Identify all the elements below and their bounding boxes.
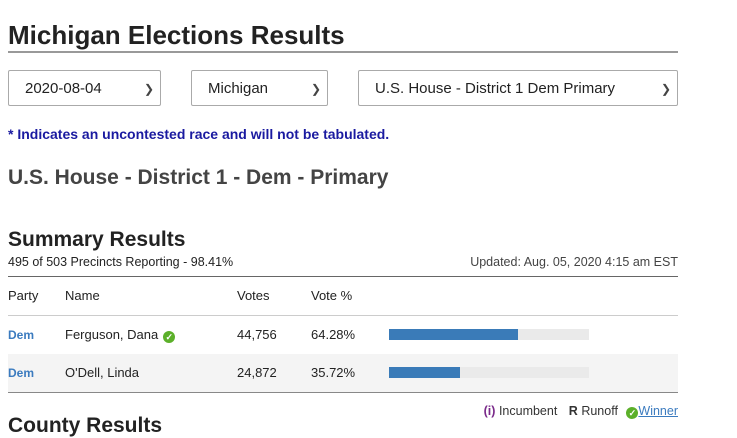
race-select-value: U.S. House - District 1 Dem Primary <box>375 80 616 97</box>
winner-check-icon: ✓ <box>163 331 176 343</box>
incumbent-label: Incumbent <box>498 404 558 418</box>
header-party: Party <box>8 288 39 303</box>
candidate-vote-pct: 64.28% <box>311 327 356 342</box>
header-votes: Votes <box>237 288 270 303</box>
header-name: Name <box>65 288 100 303</box>
summary-heading: Summary Results <box>8 228 186 251</box>
vote-share-bar <box>389 329 589 340</box>
updated-timestamp: Updated: Aug. 05, 2020 4:15 am EST <box>470 255 678 269</box>
table-row: Dem Ferguson, Dana ✓ 44,756 64.28% <box>8 316 678 354</box>
county-results-heading: County Results <box>8 414 163 437</box>
page-title: Michigan Elections Results <box>8 0 678 53</box>
runoff-label: Runoff <box>581 404 618 418</box>
party-link[interactable]: Dem <box>8 366 35 380</box>
precincts-reporting: 495 of 503 Precincts Reporting - 98.41% <box>8 255 234 269</box>
state-select[interactable]: Michigan ❯ <box>191 70 328 106</box>
uncontested-notice: * Indicates an uncontested race and will… <box>8 126 390 142</box>
chevron-down-icon: ❯ <box>660 82 671 96</box>
race-title: U.S. House - District 1 - Dem - Primary <box>8 166 389 189</box>
results-table: Party Name Votes Vote % Dem Ferguson, Da… <box>8 276 678 393</box>
header-vote-pct: Vote % <box>311 288 353 303</box>
table-row: Dem O'Dell, Linda 24,872 35.72% <box>8 354 678 393</box>
winner-link[interactable]: Winner <box>638 404 678 418</box>
candidate-name-text: Ferguson, Dana <box>65 327 159 342</box>
candidate-name: Ferguson, Dana ✓ <box>65 316 176 354</box>
winner-check-icon: ✓ <box>626 407 639 419</box>
state-select-value: Michigan <box>208 80 269 97</box>
page-wrapper: Michigan Elections Results 2020-08-04 ❯ … <box>8 0 678 437</box>
race-select[interactable]: U.S. House - District 1 Dem Primary ❯ <box>358 70 678 106</box>
candidate-name: O'Dell, Linda <box>65 354 139 392</box>
runoff-icon: R <box>568 404 578 418</box>
vote-share-bar <box>389 367 589 378</box>
filter-bar: 2020-08-04 ❯ Michigan ❯ U.S. House - Dis… <box>8 70 678 108</box>
date-select-value: 2020-08-04 <box>25 80 102 97</box>
table-header-row: Party Name Votes Vote % <box>8 277 678 316</box>
candidate-name-text: O'Dell, Linda <box>65 365 140 380</box>
party-link[interactable]: Dem <box>8 328 35 342</box>
results-legend: (i) Incumbent R Runoff ✓ Winner <box>484 404 678 419</box>
date-select[interactable]: 2020-08-04 ❯ <box>8 70 161 106</box>
chevron-down-icon: ❯ <box>143 82 154 96</box>
candidate-vote-pct: 35.72% <box>311 365 356 380</box>
candidate-votes: 44,756 <box>237 327 277 342</box>
candidate-votes: 24,872 <box>237 365 277 380</box>
vote-share-fill <box>389 329 518 340</box>
chevron-down-icon: ❯ <box>310 82 321 96</box>
incumbent-icon: (i) <box>483 404 496 418</box>
vote-share-fill <box>389 367 461 378</box>
